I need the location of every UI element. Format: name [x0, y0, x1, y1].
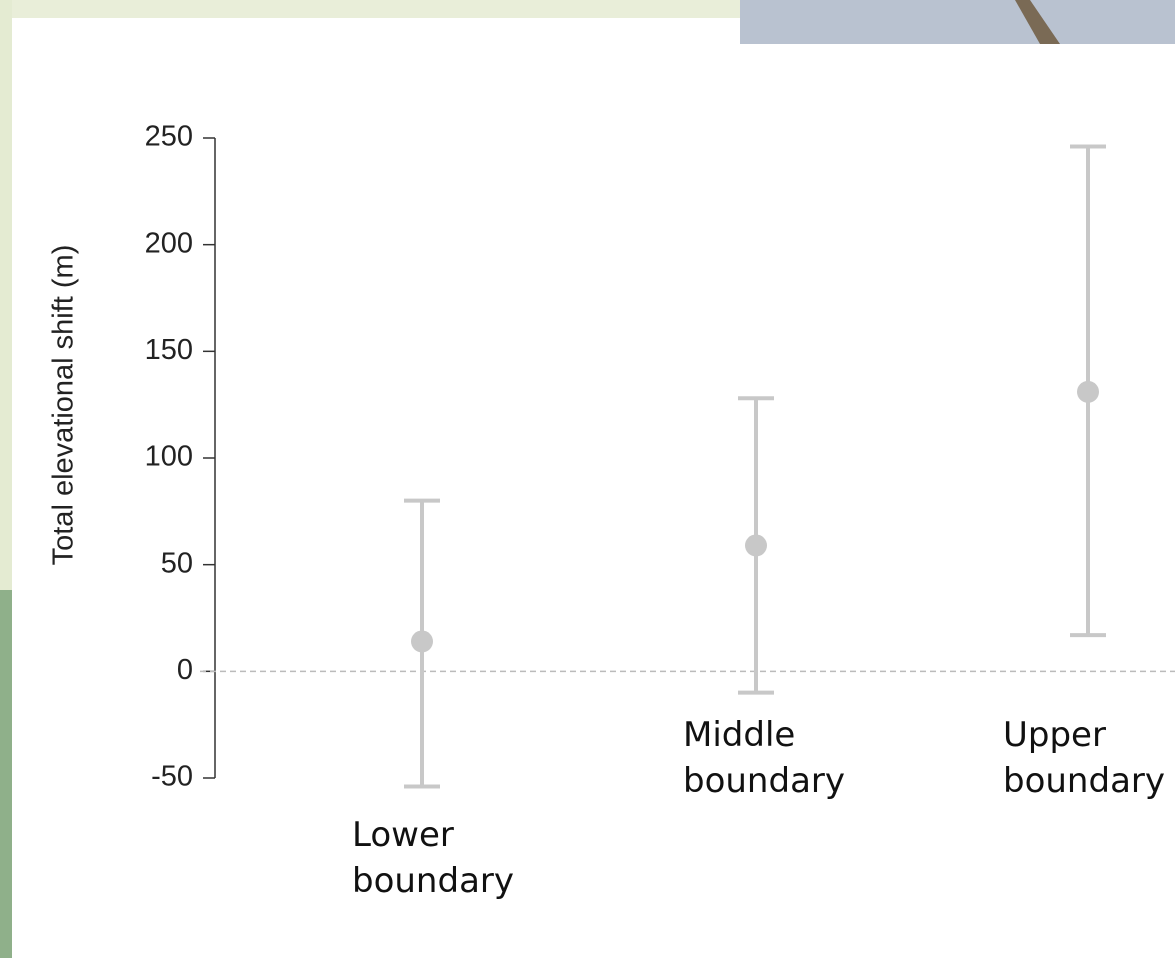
background-photo-detail — [1015, 0, 1060, 44]
category-label: Upper boundary — [1003, 715, 1165, 801]
background-foliage — [0, 590, 12, 958]
y-tick-label: 200 — [145, 227, 193, 259]
y-tick-label: 50 — [161, 547, 193, 579]
y-tick-label: 250 — [145, 121, 193, 153]
y-tick-label: 0 — [177, 654, 193, 686]
y-tick-label: 150 — [145, 334, 193, 366]
y-tick-label: -50 — [151, 761, 193, 793]
y-axis-label: Total elevational shift (m) — [48, 245, 80, 566]
category-label: Middle boundary — [683, 715, 845, 801]
y-tick-label: 100 — [145, 441, 193, 473]
category-label: Lower boundary — [352, 815, 514, 901]
point — [411, 630, 433, 653]
point — [1077, 380, 1099, 403]
background-photo — [740, 0, 1175, 44]
point — [745, 534, 767, 557]
